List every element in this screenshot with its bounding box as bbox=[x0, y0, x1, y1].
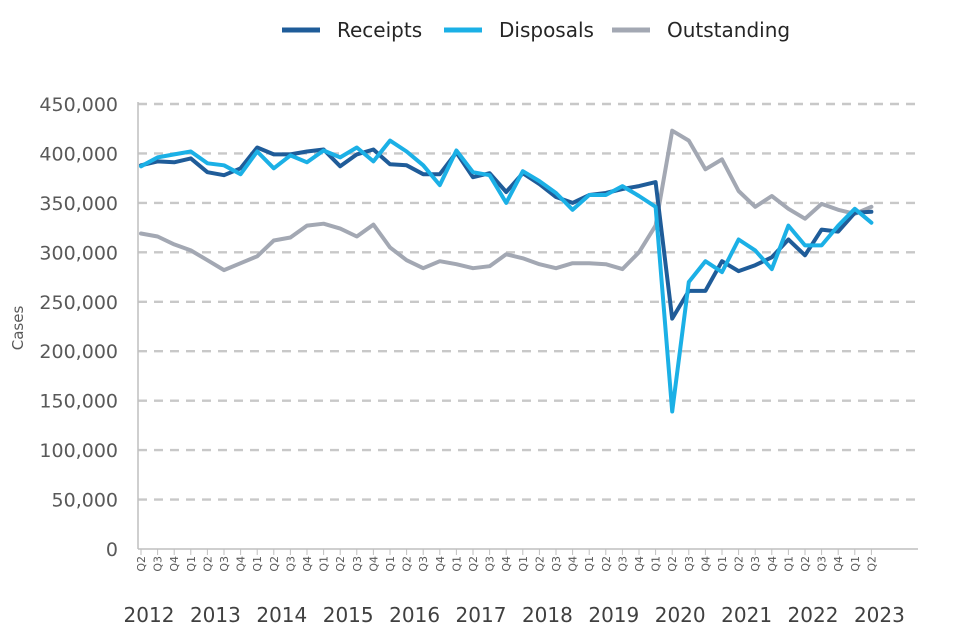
y-tick-label: 400,000 bbox=[39, 143, 118, 165]
x-year-label: 2014 bbox=[256, 603, 307, 627]
y-tick-label: 200,000 bbox=[39, 341, 118, 363]
series-line-outstanding bbox=[139, 128, 874, 273]
x-year-label: 2015 bbox=[323, 603, 374, 627]
y-tick-label: 450,000 bbox=[39, 94, 118, 116]
x-tick-label: Q4 bbox=[434, 556, 447, 572]
x-tick-label: Q1 bbox=[384, 556, 397, 572]
x-tick-label: Q3 bbox=[417, 556, 430, 572]
x-tick-label: Q2 bbox=[201, 556, 214, 572]
y-tick-label: 0 bbox=[106, 539, 118, 561]
x-tick-label: Q1 bbox=[450, 556, 463, 572]
x-tick-label: Q1 bbox=[716, 556, 729, 572]
x-year-label: 2016 bbox=[389, 603, 440, 627]
x-year-label: 2019 bbox=[588, 603, 639, 627]
x-tick-label: Q1 bbox=[185, 556, 198, 572]
x-tick-label: Q4 bbox=[766, 556, 779, 572]
x-tick-label: Q2 bbox=[733, 556, 746, 572]
x-tick-label: Q3 bbox=[351, 556, 364, 572]
y-axis-ticks: 0 50,000 100,000 150,000 200,000 250,000 300,0… bbox=[39, 94, 118, 561]
gridlines bbox=[138, 102, 918, 501]
x-year-label: 2012 bbox=[124, 603, 175, 627]
series-lines bbox=[139, 128, 874, 414]
axes bbox=[137, 102, 918, 550]
y-tick-label: 50,000 bbox=[52, 490, 118, 512]
y-tick-label: 250,000 bbox=[39, 292, 118, 314]
y-tick-label: 100,000 bbox=[39, 440, 118, 462]
series-line-receipts bbox=[139, 145, 874, 321]
y-tick-label: 150,000 bbox=[39, 391, 118, 413]
x-tick-label: Q2 bbox=[600, 556, 613, 572]
x-year-label: 2017 bbox=[456, 603, 507, 627]
legend-label-receipts: Receipts bbox=[337, 18, 422, 42]
x-tick-label: Q4 bbox=[500, 556, 513, 572]
y-axis-label: Cases bbox=[9, 306, 27, 351]
x-tick-label: Q2 bbox=[666, 556, 679, 572]
x-tick-label: Q2 bbox=[334, 556, 347, 572]
x-tick-label: Q1 bbox=[583, 556, 596, 572]
legend-label-outstanding: Outstanding bbox=[667, 18, 790, 42]
chart-legend: Receipts Disposals Outstanding bbox=[282, 18, 790, 42]
x-year-label: 2022 bbox=[788, 603, 839, 627]
x-tick-label: Q3 bbox=[616, 556, 629, 572]
x-tick-label: Q2 bbox=[533, 556, 546, 572]
x-year-label: 2018 bbox=[522, 603, 573, 627]
x-axis-ticks: Q2 Q3 Q4 Q1 Q2 Q3 Q4 Q1 Q2 Q3 Q4 Q1 Q2 Q3 Q4 Q1 Q2 Q3 Q4 Q1… bbox=[135, 549, 878, 572]
x-axis-year-labels: 2012 2013 2014 2015 2016 2017 2018 2019 2020 2021… bbox=[124, 603, 905, 627]
x-tick-label: Q3 bbox=[484, 556, 497, 572]
x-tick-label: Q1 bbox=[318, 556, 331, 572]
x-tick-label: Q1 bbox=[517, 556, 530, 572]
x-tick-label: Q4 bbox=[699, 556, 712, 572]
x-tick-label: Q4 bbox=[633, 556, 646, 572]
x-year-label: 2013 bbox=[190, 603, 241, 627]
x-tick-label: Q3 bbox=[152, 556, 165, 572]
y-tick-label: 350,000 bbox=[39, 193, 118, 215]
x-tick-label: Q1 bbox=[782, 556, 795, 572]
x-tick-label: Q1 bbox=[849, 556, 862, 572]
x-tick-label: Q4 bbox=[367, 556, 380, 572]
x-tick-label: Q2 bbox=[799, 556, 812, 572]
x-tick-label: Q2 bbox=[467, 556, 480, 572]
x-tick-label: Q2 bbox=[135, 556, 148, 572]
x-tick-label: Q3 bbox=[816, 556, 829, 572]
x-tick-label: Q4 bbox=[832, 556, 845, 572]
x-tick-label: Q4 bbox=[301, 556, 314, 572]
y-tick-label: 300,000 bbox=[39, 242, 118, 264]
x-tick-label: Q4 bbox=[567, 556, 580, 572]
x-tick-label: Q4 bbox=[235, 556, 248, 572]
x-tick-label: Q1 bbox=[650, 556, 663, 572]
x-tick-label: Q3 bbox=[550, 556, 563, 572]
legend-label-disposals: Disposals bbox=[499, 18, 594, 42]
x-year-label: 2023 bbox=[854, 603, 905, 627]
x-year-label: 2020 bbox=[655, 603, 706, 627]
x-tick-label: Q3 bbox=[218, 556, 231, 572]
x-tick-label: Q2 bbox=[865, 556, 878, 572]
x-tick-label: Q4 bbox=[168, 556, 181, 572]
x-tick-label: Q2 bbox=[401, 556, 414, 572]
x-tick-label: Q2 bbox=[268, 556, 281, 572]
series-line-disposals bbox=[139, 138, 874, 414]
x-tick-label: Q3 bbox=[683, 556, 696, 572]
x-tick-label: Q3 bbox=[284, 556, 297, 572]
x-tick-label: Q3 bbox=[749, 556, 762, 572]
x-year-label: 2021 bbox=[721, 603, 772, 627]
x-tick-label: Q1 bbox=[251, 556, 264, 572]
